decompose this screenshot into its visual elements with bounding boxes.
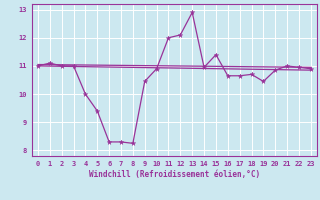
X-axis label: Windchill (Refroidissement éolien,°C): Windchill (Refroidissement éolien,°C) (89, 170, 260, 179)
